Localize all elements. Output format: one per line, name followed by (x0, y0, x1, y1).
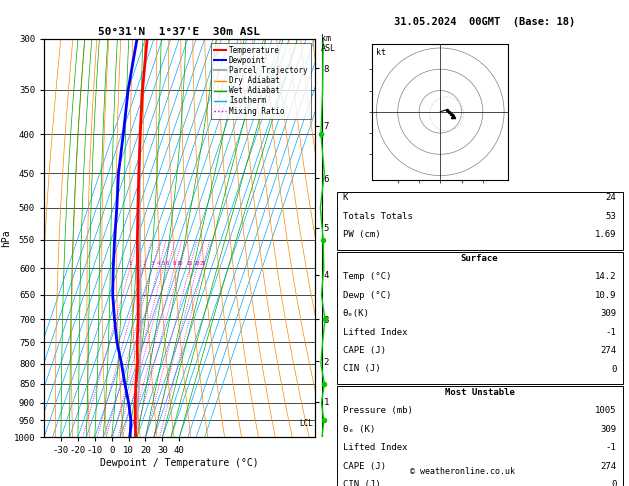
Text: Lifted Index: Lifted Index (343, 328, 408, 337)
Text: θₑ(K): θₑ(K) (343, 309, 370, 318)
Text: 0: 0 (611, 364, 616, 374)
Text: 4: 4 (157, 260, 160, 265)
Text: 10: 10 (176, 260, 183, 265)
Text: LCL: LCL (299, 419, 313, 428)
Text: Temp (°C): Temp (°C) (343, 272, 391, 281)
Text: CIN (J): CIN (J) (343, 480, 381, 486)
Text: 8: 8 (172, 260, 176, 265)
Text: 1: 1 (128, 260, 131, 265)
Text: θₑ (K): θₑ (K) (343, 425, 375, 434)
Text: km
ASL: km ASL (321, 34, 336, 53)
Y-axis label: hPa: hPa (1, 229, 11, 247)
Legend: Temperature, Dewpoint, Parcel Trajectory, Dry Adiabat, Wet Adiabat, Isotherm, Mi: Temperature, Dewpoint, Parcel Trajectory… (211, 43, 311, 119)
Text: Dewp (°C): Dewp (°C) (343, 291, 391, 300)
Text: 309: 309 (600, 425, 616, 434)
Text: 274: 274 (600, 346, 616, 355)
Text: 1005: 1005 (595, 406, 616, 416)
Text: 5: 5 (162, 260, 165, 265)
Text: 20: 20 (194, 260, 200, 265)
Text: 0: 0 (611, 480, 616, 486)
Text: Most Unstable: Most Unstable (445, 388, 515, 397)
Text: CAPE (J): CAPE (J) (343, 462, 386, 471)
Text: 25: 25 (199, 260, 206, 265)
Text: Surface: Surface (461, 254, 498, 263)
Text: 24: 24 (606, 193, 616, 203)
Text: Totals Totals: Totals Totals (343, 212, 413, 221)
Text: 6: 6 (166, 260, 169, 265)
Text: Pressure (mb): Pressure (mb) (343, 406, 413, 416)
Text: 274: 274 (600, 462, 616, 471)
Text: PW (cm): PW (cm) (343, 230, 381, 240)
Text: -1: -1 (606, 443, 616, 452)
Text: kt: kt (376, 48, 386, 57)
Text: 53: 53 (606, 212, 616, 221)
Text: K: K (343, 193, 348, 203)
Text: 31.05.2024  00GMT  (Base: 18): 31.05.2024 00GMT (Base: 18) (394, 17, 575, 27)
Text: 15: 15 (186, 260, 192, 265)
X-axis label: Dewpoint / Temperature (°C): Dewpoint / Temperature (°C) (100, 458, 259, 468)
Text: 10.9: 10.9 (595, 291, 616, 300)
Text: 14.2: 14.2 (595, 272, 616, 281)
Text: Lifted Index: Lifted Index (343, 443, 408, 452)
Text: © weatheronline.co.uk: © weatheronline.co.uk (410, 467, 515, 476)
Text: 309: 309 (600, 309, 616, 318)
Text: -1: -1 (606, 328, 616, 337)
Title: 50°31'N  1°37'E  30m ASL: 50°31'N 1°37'E 30m ASL (98, 27, 260, 37)
Text: 3: 3 (150, 260, 154, 265)
Text: CAPE (J): CAPE (J) (343, 346, 386, 355)
Text: 2: 2 (142, 260, 145, 265)
Text: 1.69: 1.69 (595, 230, 616, 240)
Text: CIN (J): CIN (J) (343, 364, 381, 374)
